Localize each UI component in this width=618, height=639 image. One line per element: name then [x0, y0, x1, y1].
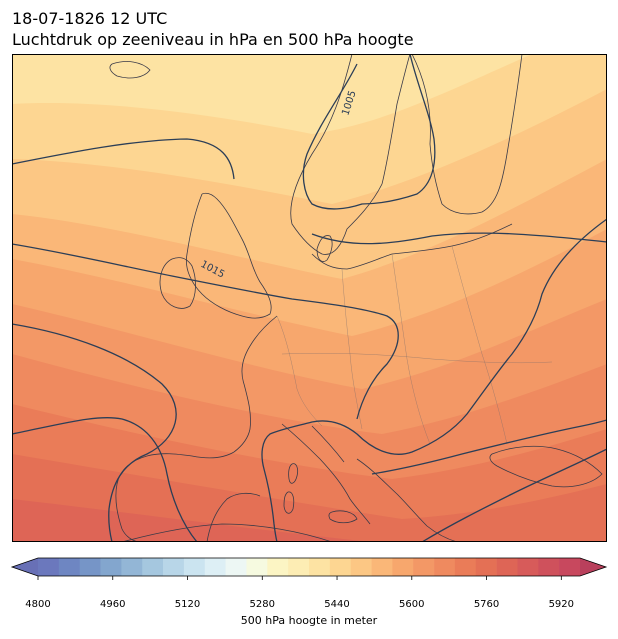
colorbar-bin: [350, 558, 372, 576]
colorbar-bin: [121, 558, 143, 576]
isobar-southwest: [12, 323, 177, 542]
colorbar-bin: [100, 558, 122, 576]
colorbar-bin: [559, 558, 581, 576]
colorbar-bin: [163, 558, 185, 576]
border-latitudinal: [281, 352, 553, 364]
isobar-upper-east: [311, 232, 607, 245]
coastline-france: [233, 315, 278, 453]
colorbar-extend-max: [580, 558, 606, 576]
colorbar-bins: [38, 558, 581, 576]
coastline-north-islands: [109, 61, 151, 79]
colorbar-bin: [58, 558, 80, 576]
coastline-corsica-sardinia: [283, 463, 299, 514]
colorbar-bin: [434, 558, 456, 576]
colorbar-tick-label: 5920: [548, 599, 575, 610]
colorbar-tick-label: 5280: [249, 599, 275, 610]
colorbar-bin: [204, 558, 226, 576]
colorbar-bin: [183, 558, 206, 576]
colorbar: [10, 557, 608, 580]
colorbar-bin: [309, 558, 331, 576]
colorbar-bin: [38, 558, 60, 576]
coastline-black-sea: [489, 445, 603, 488]
map-title: 18-07-1826 12 UTC: [12, 9, 168, 28]
colorbar-bin: [246, 558, 268, 576]
isobar-east-ridge: [261, 218, 607, 542]
border-east-far: [451, 245, 508, 445]
isobar-high-south: [12, 417, 198, 542]
colorbar-tick-label: 5120: [174, 599, 201, 610]
colorbar-bin: [288, 558, 310, 576]
coastline-great-britain: [185, 192, 272, 319]
colorbar-bin: [496, 558, 518, 576]
map-subtitle: Luchtdruk op zeeniveau in hPa en 500 hPa…: [12, 30, 414, 49]
coastline-balkans: [356, 458, 458, 542]
colorbar-tick-label: 4960: [100, 599, 126, 610]
weather-map: 1005 1015: [12, 54, 607, 542]
colorbar-bin: [329, 558, 351, 576]
isobar-north: [12, 138, 235, 180]
coastline-italy: [281, 423, 371, 525]
colorbar-bin: [142, 558, 164, 576]
colorbar-tick-label: 4800: [25, 599, 51, 610]
colorbar-bin: [371, 558, 393, 576]
colorbar-bin: [392, 558, 414, 576]
colorbar-bin: [413, 558, 435, 576]
isobar-far-southeast: [421, 448, 607, 542]
colorbar-bin: [454, 558, 477, 576]
border-east-europe: [391, 253, 431, 445]
colorbar-bin: [538, 558, 560, 576]
height-band-5880: [12, 499, 372, 542]
colorbar-bin: [79, 558, 101, 576]
border-central-europe: [341, 268, 363, 430]
colorbar-bin: [475, 558, 497, 576]
isobar-southeast: [371, 419, 607, 475]
colorbar-bin: [517, 558, 539, 576]
colorbar-bin: [225, 558, 247, 576]
coastline-scandinavia: [290, 54, 411, 255]
coastline-finland: [411, 54, 523, 215]
coastline-sicily: [328, 510, 358, 524]
isobar-1005-low: [302, 54, 436, 210]
colorbar-extend-min: [12, 558, 38, 576]
colorbar-bin: [267, 558, 289, 576]
colorbar-tick-label: 5600: [399, 599, 425, 610]
coastline-ireland: [159, 257, 196, 309]
colorbar-tick-label: 5760: [473, 599, 500, 610]
coastline-north-africa: [121, 523, 333, 542]
border-west-europe: [276, 315, 323, 427]
isobar-1015: [12, 243, 399, 420]
map-frame: [12, 54, 607, 542]
colorbar-label: 500 hPa hoogte in meter: [240, 614, 378, 627]
colorbar-tick-marks: [37, 576, 562, 580]
colorbar-tick-label: 5440: [324, 599, 350, 610]
